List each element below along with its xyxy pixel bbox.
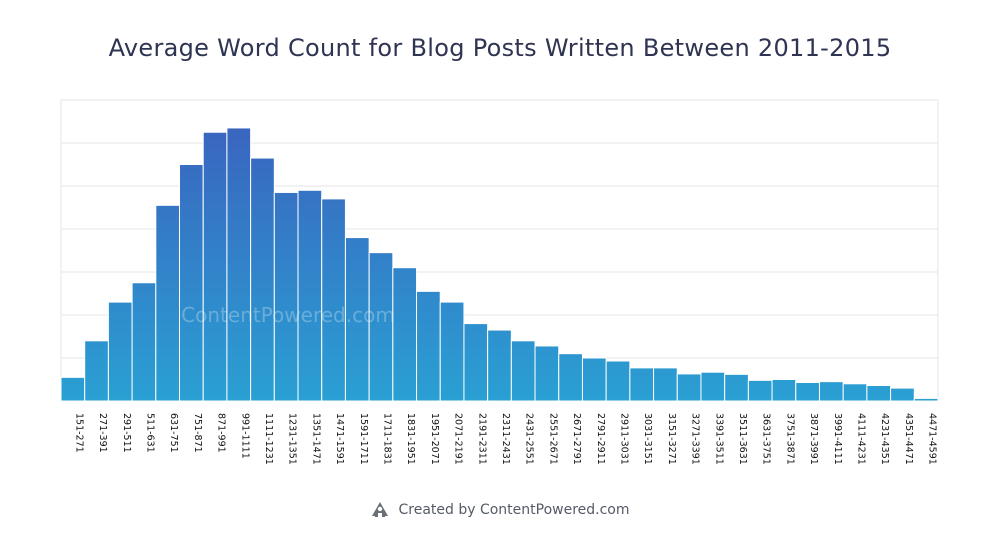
x-tick-label: 1591-1711 (358, 413, 369, 465)
x-tick-label: 751-871 (192, 413, 203, 453)
x-tick-label: 2311-2431 (500, 413, 511, 465)
x-tick-label: 3751-3871 (784, 413, 795, 465)
x-tick-labels: 151-271 271-391 291-511 511-631 631-751 751-8… (73, 413, 937, 465)
x-tick-label: 291-511 (121, 413, 132, 453)
bar (629, 367, 655, 402)
bar (866, 385, 892, 402)
bar (605, 360, 631, 402)
bar (463, 323, 489, 402)
bar (700, 371, 726, 402)
x-tick-label: 271-391 (97, 413, 108, 453)
bar (250, 157, 275, 402)
bar (416, 290, 441, 402)
x-tick-label: 991-1111 (239, 413, 250, 459)
x-tick-label: 1111-1231 (263, 413, 274, 465)
bar (581, 357, 607, 402)
bar (558, 353, 583, 402)
x-tick-label: 2791-2911 (595, 413, 606, 465)
x-tick-label: 2911-3031 (619, 413, 630, 465)
chart-title: Average Word Count for Blog Posts Writte… (108, 34, 892, 62)
x-tick-label: 3151-3271 (666, 413, 677, 465)
bar-chart: ContentPowered.com 151-271 271-391 291-511… (60, 99, 939, 465)
bar (487, 329, 512, 402)
bar (179, 164, 204, 402)
bar (297, 189, 323, 402)
contentpowered-logo-icon (370, 500, 390, 520)
bar (534, 345, 560, 402)
bars (60, 127, 939, 402)
bar (676, 373, 702, 402)
bar (60, 376, 86, 402)
x-tick-label: 1471-1591 (334, 413, 345, 465)
x-tick-label: 3631-3751 (761, 413, 772, 465)
x-tick-label: 3271-3391 (690, 413, 701, 465)
x-tick-label: 151-271 (73, 413, 84, 453)
x-tick-label: 2671-2791 (571, 413, 582, 465)
footer-text: Created by ContentPowered.com (398, 502, 630, 518)
x-tick-label: 511-631 (144, 413, 155, 453)
bar (724, 373, 749, 402)
x-tick-label: 2551-2671 (547, 413, 558, 465)
bar (653, 367, 678, 402)
x-tick-label: 2431-2551 (524, 413, 535, 465)
watermark: ContentPowered.com (181, 303, 395, 327)
bar (510, 340, 536, 402)
x-tick-label: 4231-4351 (879, 413, 890, 465)
x-tick-label: 3871-3991 (808, 413, 819, 465)
x-tick-label: 1231-1351 (287, 413, 298, 465)
bar (273, 191, 299, 402)
bar (439, 301, 465, 402)
bar (771, 379, 797, 402)
bar (131, 282, 157, 402)
bar (795, 382, 820, 402)
x-tick-label: 3511-3631 (737, 413, 748, 465)
x-tick-label: 3391-3511 (713, 413, 724, 465)
x-tick-label: 3031-3151 (642, 413, 653, 465)
bar (107, 301, 133, 402)
bar (747, 379, 773, 402)
bar (818, 381, 844, 402)
x-tick-label: 2191-2311 (476, 413, 487, 465)
x-tick-label: 871-991 (216, 413, 227, 453)
x-tick-label: 4471-4591 (927, 413, 938, 465)
bar (226, 127, 252, 402)
bar (842, 383, 868, 402)
x-tick-label: 1351-1471 (310, 413, 321, 465)
x-tick-label: 631-751 (168, 413, 179, 453)
x-tick-label: 2071-2191 (453, 413, 464, 465)
bar (155, 204, 181, 402)
bar (202, 131, 228, 402)
bar (913, 397, 939, 402)
x-tick-label: 3991-4111 (832, 413, 843, 465)
bar (392, 267, 418, 402)
footer-credit: Created by ContentPowered.com (0, 500, 1000, 520)
bar (890, 387, 915, 402)
x-tick-label: 4111-4231 (856, 413, 867, 465)
bar (84, 340, 109, 402)
bar (321, 198, 346, 402)
x-tick-label: 1951-2071 (429, 413, 440, 465)
x-tick-label: 1711-1831 (381, 413, 392, 465)
x-tick-label: 1831-1951 (405, 413, 416, 465)
x-tick-label: 4351-4471 (903, 413, 914, 465)
